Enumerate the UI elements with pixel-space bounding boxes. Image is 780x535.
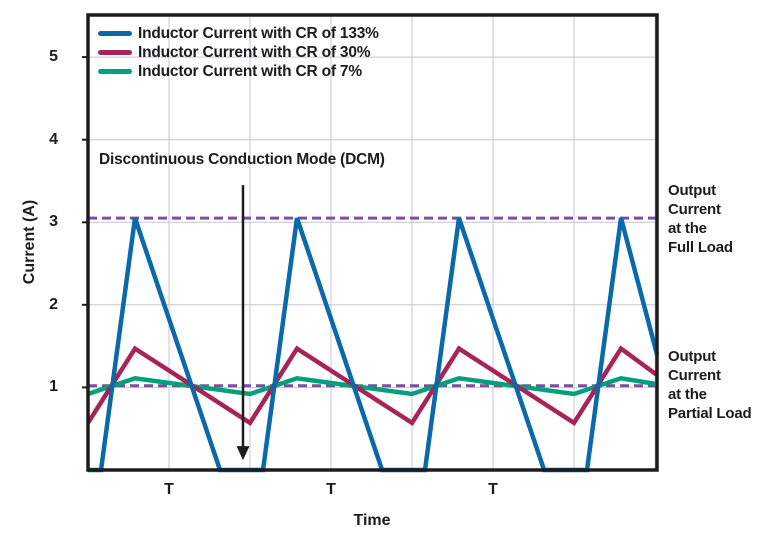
x-tick-label: T bbox=[164, 481, 174, 498]
series-line bbox=[86, 345, 659, 427]
legend-item-cr30: Inductor Current with CR of 30% bbox=[98, 43, 379, 62]
legend-item-cr7: Inductor Current with CR of 7% bbox=[98, 62, 379, 81]
legend-label-cr30: Inductor Current with CR of 30% bbox=[138, 43, 371, 61]
legend: Inductor Current with CR of 133% Inducto… bbox=[98, 24, 379, 81]
partial-load-label: Output Current at the Partial Load bbox=[668, 348, 752, 422]
x-axis-title: Time bbox=[353, 512, 391, 529]
y-tick-label: 3 bbox=[49, 213, 58, 231]
dcm-arrow-head bbox=[236, 446, 250, 461]
full-load-label: Output Current at the Full Load bbox=[668, 182, 733, 256]
series-line bbox=[88, 217, 660, 473]
legend-swatch-cr133 bbox=[98, 31, 132, 36]
legend-swatch-cr7 bbox=[98, 69, 132, 74]
plot-border bbox=[86, 13, 659, 472]
legend-swatch-cr30 bbox=[98, 50, 132, 55]
legend-label-cr7: Inductor Current with CR of 7% bbox=[138, 62, 362, 80]
dcm-annotation: Discontinuous Conduction Mode (DCM) bbox=[99, 151, 385, 168]
legend-item-cr133: Inductor Current with CR of 133% bbox=[98, 24, 379, 43]
y-tick-label: 2 bbox=[49, 295, 58, 313]
series-line bbox=[87, 375, 658, 397]
y-tick-label: 1 bbox=[49, 378, 58, 396]
y-tick-label: 4 bbox=[49, 130, 58, 148]
x-tick-label: T bbox=[488, 481, 498, 498]
x-tick-label: T bbox=[326, 481, 336, 498]
y-tick-label: 5 bbox=[49, 48, 58, 66]
legend-label-cr133: Inductor Current with CR of 133% bbox=[138, 24, 379, 42]
